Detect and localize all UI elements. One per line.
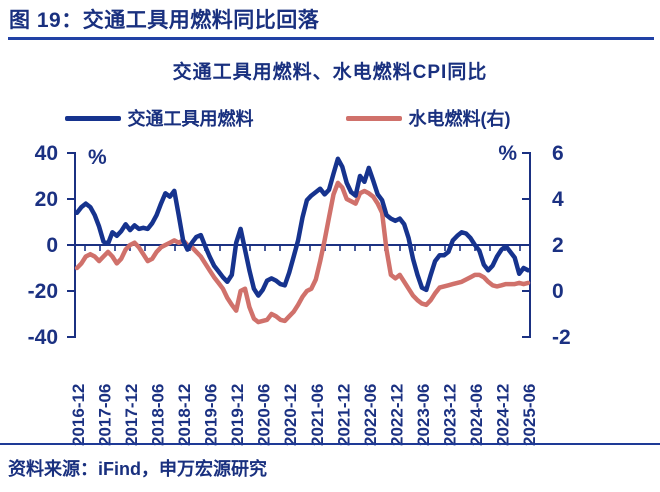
right-axis-tick-label: 4 (552, 188, 564, 211)
x-axis-tick-label: 2018-12 (175, 384, 194, 446)
x-axis-tick-label: 2021-12 (334, 384, 353, 446)
x-axis-tick-label: 2025-06 (520, 384, 539, 446)
right-axis-unit-label: % (498, 142, 517, 165)
x-axis-tick-label: 2023-12 (440, 384, 459, 446)
right-axis-tick-label: 2 (552, 234, 564, 257)
x-axis-tick-label: 2016-12 (69, 384, 88, 446)
x-axis-tick-label: 2018-06 (149, 384, 168, 446)
x-axis-tick-label: 2017-12 (122, 384, 141, 446)
left-axis-unit-label: % (88, 146, 107, 169)
figure-title: 图 19：交通工具用燃料同比回落 (9, 9, 320, 32)
series-line-vehicle-fuel (74, 156, 531, 298)
x-axis-tick-label: 2020-06 (255, 384, 274, 446)
x-axis-tick-label: 2022-06 (361, 384, 380, 446)
left-axis-tick-label: -40 (28, 326, 58, 349)
chart-title: 交通工具用燃料、水电燃料CPI同比 (172, 62, 488, 83)
left-axis-tick-label: 20 (35, 188, 58, 211)
series-line-utility-fuel (74, 180, 531, 325)
left-axis-tick-label: 40 (35, 142, 58, 165)
chart-legend: 交通工具用燃料 水电燃料(右) (0, 105, 575, 131)
legend-label-utility-fuel: 水电燃料(右) (408, 109, 511, 129)
legend-swatch-vehicle-fuel (64, 115, 121, 121)
x-axis-tick-label: 2017-06 (96, 384, 115, 446)
footer-divider (0, 443, 660, 445)
x-axis-tick-label: 2023-06 (414, 384, 433, 446)
source-text: 资料来源：iFind，申万宏源研究 (8, 459, 267, 479)
x-axis-tick-label: 2020-12 (281, 384, 300, 446)
right-axis-tick-label: -2 (552, 326, 571, 349)
x-axis-tick-label: 2019-06 (202, 384, 221, 446)
x-axis-tick-label: 2019-12 (228, 384, 247, 446)
title-underline (8, 37, 654, 40)
legend-label-vehicle-fuel: 交通工具用燃料 (127, 109, 254, 129)
right-axis-tick-label: 0 (552, 280, 564, 303)
legend-item-utility-fuel: 水电燃料(右) (345, 105, 511, 131)
x-axis-tick-label: 2022-12 (387, 384, 406, 446)
legend-item-vehicle-fuel: 交通工具用燃料 (64, 105, 254, 131)
left-axis-tick-label: 0 (46, 234, 58, 257)
legend-swatch-utility-fuel (345, 115, 402, 121)
left-axis-tick-label: -20 (28, 280, 58, 303)
right-axis-tick-label: 6 (552, 142, 564, 165)
x-axis-tick-label: 2021-06 (308, 384, 327, 446)
x-axis-tick-label: 2024-12 (494, 384, 513, 446)
x-axis-tick-label: 2024-06 (467, 384, 486, 446)
